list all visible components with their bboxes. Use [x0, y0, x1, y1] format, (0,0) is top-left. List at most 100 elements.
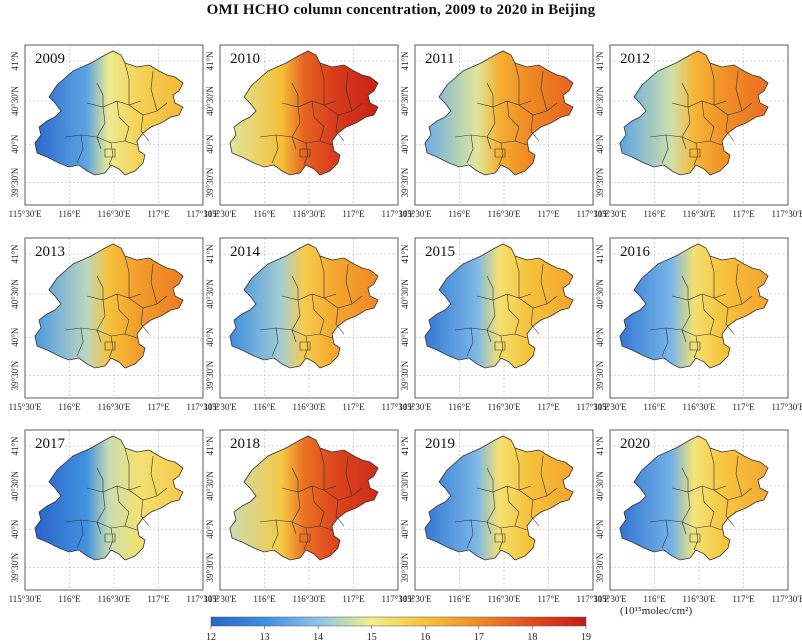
district-boundary — [271, 134, 279, 164]
district-boundary — [661, 327, 669, 357]
x-tick-label: 117°E — [147, 594, 170, 604]
y-tick-label: 41°N — [400, 51, 410, 71]
x-tick-label: 117°30'E — [187, 209, 220, 219]
y-tick-label: 41°N — [595, 436, 605, 456]
district-boundary — [124, 255, 130, 298]
x-tick-label: 115°30'E — [9, 209, 42, 219]
y-tick-label: 41°N — [10, 244, 20, 264]
y-tick-label: 41°N — [400, 244, 410, 264]
district-boundary — [709, 62, 715, 105]
x-tick-label: 116°E — [253, 209, 276, 219]
colorbar: 12 13 14 15 16 17 18 19 (10¹⁵molec/cm²) — [206, 605, 692, 643]
y-tick-label: 39°30'N — [10, 360, 20, 390]
district-boundary — [259, 327, 333, 339]
y-tick-label: 40°N — [205, 327, 215, 347]
district-boundary — [735, 263, 743, 305]
y-tick-label: 39°30'N — [205, 552, 215, 582]
district-boundary — [486, 82, 494, 107]
panel-year-label: 2011 — [425, 51, 454, 67]
district-boundary — [335, 114, 345, 142]
x-tick-label: 116°E — [643, 209, 666, 219]
district-boundary — [701, 485, 715, 527]
x-tick-label: 116°30'E — [98, 402, 131, 412]
x-tick-label: 115°30'E — [204, 402, 237, 412]
district-boundary — [140, 307, 150, 335]
district-boundary — [319, 62, 325, 105]
district-boundary — [299, 533, 311, 543]
x-tick-label: 116°30'E — [98, 209, 131, 219]
district-boundary — [116, 100, 130, 142]
y-tick-label: 39°30'N — [595, 167, 605, 197]
district-boundary — [291, 299, 301, 343]
map-panel-2011: 2011 115°30'E 116°E 116°30'E 117°E 117°30'E 41… — [399, 44, 610, 219]
district-boundary — [540, 70, 548, 112]
district-boundary — [540, 263, 548, 305]
x-tick-label: 116°E — [448, 594, 471, 604]
district-boundary — [681, 106, 691, 150]
x-tick-label: 117°E — [147, 402, 170, 412]
y-tick-label: 41°N — [205, 436, 215, 456]
colorbar-tick-label: 17 — [474, 632, 484, 643]
district-boundary — [335, 307, 345, 335]
district-boundary — [335, 499, 345, 527]
district-boundary — [486, 491, 496, 535]
x-tick-label: 117°30'E — [382, 594, 415, 604]
beijing-region-2016 — [619, 243, 769, 369]
x-tick-label: 117°E — [537, 594, 560, 604]
map-panel-2016: 2016 115°30'E 116°E 116°30'E 117°E 117°30'E 41… — [594, 237, 802, 412]
beijing-region-2010 — [229, 50, 379, 176]
beijing-region-2011 — [424, 50, 574, 176]
y-tick-label: 40°30'N — [400, 86, 410, 116]
map-panel-2018: 2018 115°30'E 116°E 116°30'E 117°E 117°30'E 41… — [204, 429, 415, 604]
x-tick-label: 116°E — [448, 402, 471, 412]
district-boundary — [323, 487, 363, 501]
y-tick-label: 39°30'N — [10, 167, 20, 197]
district-boundary — [506, 100, 520, 142]
district-boundary — [725, 499, 735, 527]
district-boundary — [649, 519, 723, 531]
y-tick-label: 40°30'N — [10, 471, 20, 501]
x-tick-label: 117°30'E — [187, 402, 220, 412]
x-tick-label: 117°30'E — [577, 402, 610, 412]
x-tick-label: 117°E — [147, 209, 170, 219]
y-tick-label: 39°30'N — [400, 552, 410, 582]
panel-year-label: 2014 — [230, 244, 261, 260]
district-boundary — [345, 455, 353, 497]
district-boundary — [530, 499, 540, 527]
district-boundary — [96, 299, 106, 343]
panel-year-label: 2013 — [35, 244, 65, 260]
x-tick-label: 117°30'E — [772, 402, 802, 412]
y-tick-label: 40°30'N — [205, 279, 215, 309]
x-tick-label: 117°E — [342, 402, 365, 412]
district-boundary — [486, 299, 496, 343]
district-boundary — [76, 519, 84, 549]
district-boundary — [259, 519, 333, 531]
district-boundary — [299, 148, 311, 158]
beijing-region-2013 — [34, 243, 184, 369]
x-tick-label: 117°30'E — [382, 402, 415, 412]
district-boundary — [128, 295, 168, 309]
district-boundary — [498, 527, 504, 551]
district-boundary — [518, 295, 558, 309]
district-boundary — [486, 275, 494, 300]
district-boundary — [128, 102, 168, 116]
district-boundary — [454, 327, 528, 339]
panel-year-label: 2012 — [620, 51, 650, 67]
district-boundary — [689, 533, 701, 543]
district-boundary — [466, 519, 474, 549]
x-tick-label: 115°30'E — [204, 594, 237, 604]
district-boundary — [514, 62, 520, 105]
district-boundary — [291, 106, 301, 150]
district-boundary — [681, 299, 691, 343]
district-boundary — [518, 102, 558, 116]
district-boundary — [345, 263, 353, 305]
panel-year-label: 2009 — [35, 51, 65, 67]
x-tick-label: 117°E — [537, 402, 560, 412]
district-boundary — [150, 263, 158, 305]
y-tick-label: 40°30'N — [595, 471, 605, 501]
district-boundary — [259, 134, 333, 146]
y-tick-label: 39°30'N — [595, 552, 605, 582]
colorbar-tick-label: 15 — [367, 632, 377, 643]
y-tick-label: 41°N — [10, 51, 20, 71]
